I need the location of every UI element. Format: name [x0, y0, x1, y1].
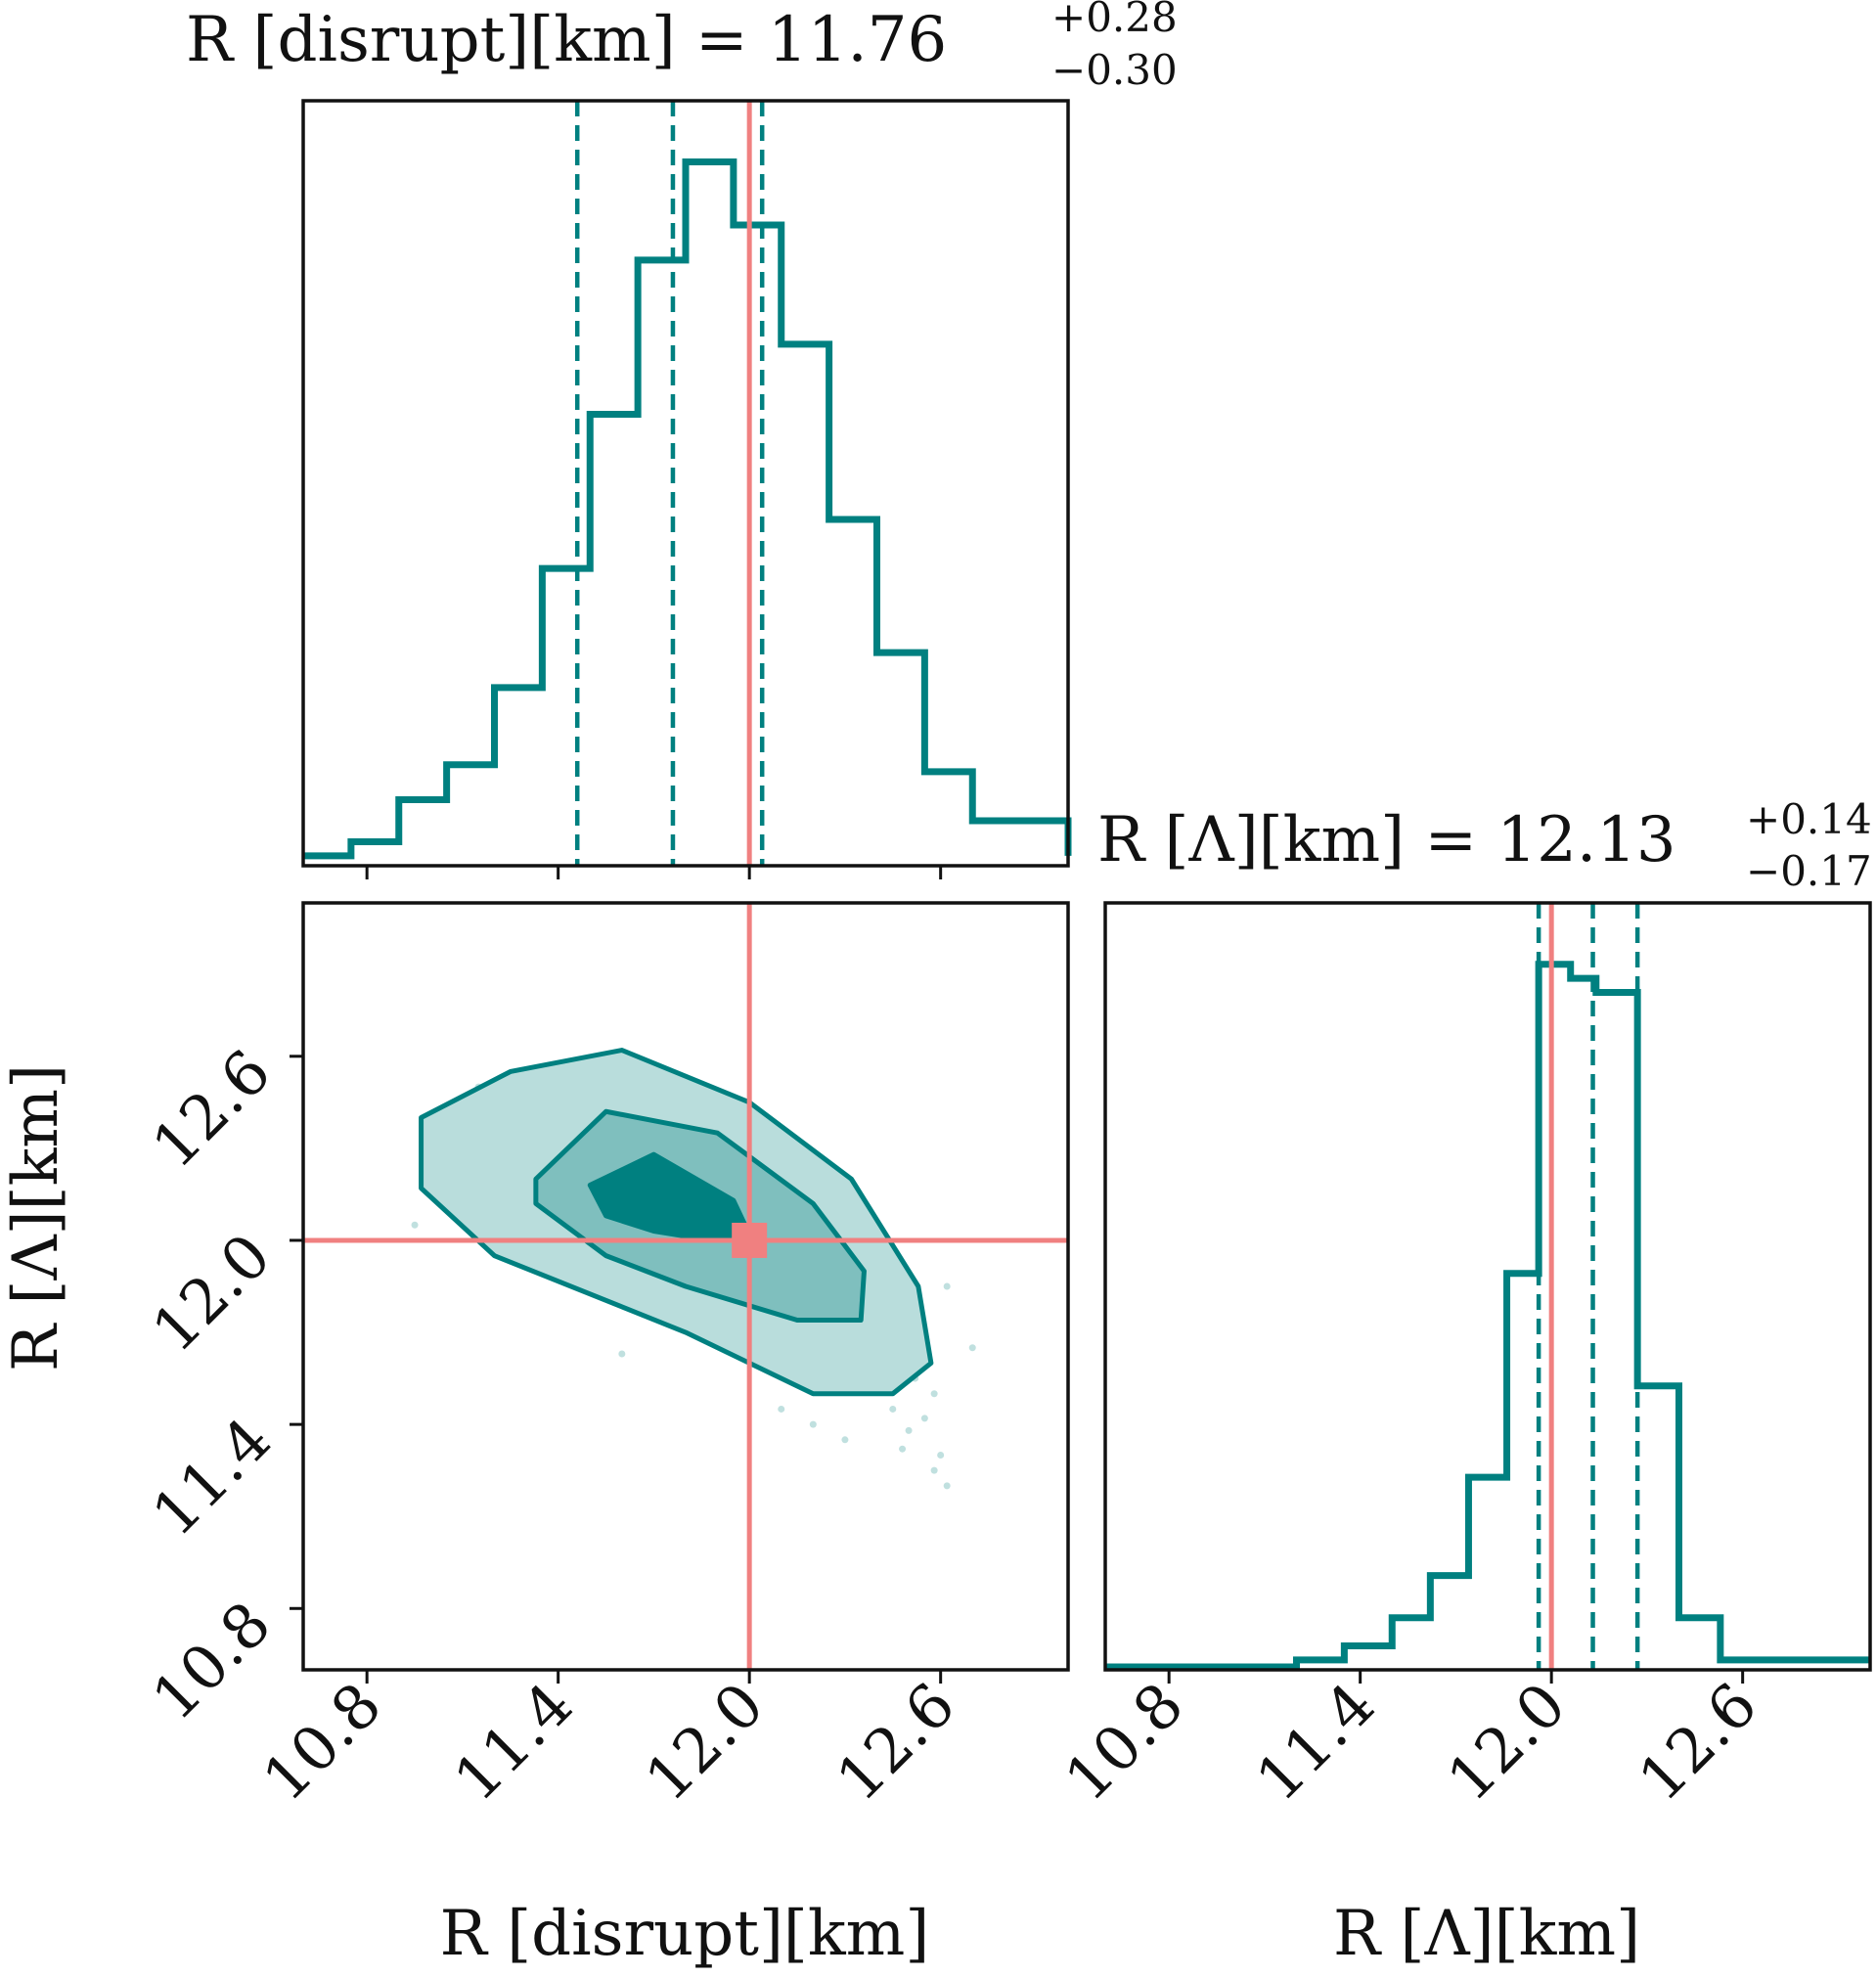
histogram-r-disrupt-bar: [447, 765, 495, 866]
histogram-r-lambda-bar: [1596, 992, 1637, 1670]
histogram-r-lambda-xtick-label: 11.4: [1242, 1669, 1388, 1815]
histogram-r-disrupt-bar: [924, 772, 972, 866]
contour-frame: [301, 901, 1070, 1672]
histogram-r-disrupt-bar: [351, 842, 399, 866]
x-axis-label-r-disrupt: R [disrupt][km]: [440, 1898, 930, 1970]
histogram-r-lambda-xtick-label: 10.8: [1051, 1669, 1197, 1815]
contour-sample-point: [968, 1344, 976, 1352]
histogram-r-disrupt-bar: [829, 519, 877, 866]
histogram-r-lambda-panel: 10.8 11.4 12.0 12.6: [1051, 901, 1872, 1815]
histogram-r-disrupt-bar: [972, 821, 1068, 866]
histogram-r-disrupt-bar: [590, 414, 638, 866]
histogram-r-disrupt-bar: [495, 688, 543, 866]
histogram-r-lambda-bar: [1344, 1645, 1392, 1670]
histogram-r-lambda-frame: [1103, 901, 1872, 1672]
histogram-r-disrupt-frame: [301, 99, 1070, 868]
histogram-r-disrupt-bar: [686, 162, 734, 866]
contour-sample-point: [920, 1415, 928, 1422]
histogram-r-lambda-title: R [Λ][km] = 12.13: [1097, 804, 1676, 876]
histogram-r-lambda-step-outline: [1105, 961, 1870, 1671]
histogram-r-lambda-bar: [1679, 1618, 1720, 1670]
histogram-r-disrupt-bar: [877, 652, 925, 866]
contour-ytick-label: 12.6: [138, 1036, 284, 1182]
contour-sample-point: [841, 1436, 849, 1444]
contour-sample-point: [618, 1350, 626, 1358]
contour-truth-marker: [732, 1222, 768, 1258]
contour-sample-point: [411, 1221, 419, 1229]
histogram-r-lambda-bar: [1468, 1477, 1506, 1670]
contour-sample-point: [930, 1466, 938, 1474]
histogram-r-disrupt-step-outline: [303, 158, 1072, 860]
contour-plot-area: [303, 903, 1068, 1670]
contour-xtick-label: 10.8: [249, 1669, 395, 1815]
histogram-r-disrupt-bar: [399, 800, 447, 866]
contour-panel: 10.8 11.4 12.0 12.6 10.8 11.4 12.0 12.6: [138, 901, 1070, 1815]
contour-sample-point: [943, 1482, 951, 1490]
contour-sample-point: [930, 1390, 938, 1398]
histogram-r-lambda-title-upper: +0.14: [1746, 795, 1872, 843]
contour-xtick-label: 12.6: [823, 1669, 968, 1815]
contour-level-inner: [587, 1151, 752, 1243]
contour-sample-point: [889, 1405, 897, 1413]
contour-sample-point: [937, 1451, 945, 1459]
contour-ytick-label: 10.8: [138, 1588, 284, 1733]
contour-sample-point: [899, 1445, 907, 1453]
x-axis-label-r-lambda: R [Λ][km]: [1333, 1898, 1640, 1970]
y-axis-label-r-lambda: R [Λ][km]: [0, 1064, 72, 1371]
contour-xtick-label: 12.0: [632, 1669, 778, 1815]
contour-sample-point: [943, 1282, 951, 1290]
histogram-r-disrupt-title: R [disrupt][km] = 11.76: [186, 4, 947, 76]
histogram-r-lambda-xtick-label: 12.6: [1625, 1669, 1770, 1815]
histogram-r-disrupt-bar: [734, 225, 782, 866]
histogram-r-lambda-bar: [1637, 1386, 1678, 1670]
contour-xtick-label: 11.4: [440, 1669, 586, 1815]
histogram-r-lambda-bar: [1507, 1274, 1540, 1670]
histogram-r-disrupt-title-upper: +0.28: [1051, 0, 1178, 41]
contour-sample-point: [905, 1426, 913, 1434]
histogram-r-lambda-title-lower: −0.17: [1746, 847, 1872, 895]
contour-sample-point: [809, 1420, 817, 1428]
histogram-r-disrupt-bar: [542, 568, 590, 866]
histogram-r-lambda-bar: [1539, 965, 1571, 1670]
histogram-r-lambda-bar: [1392, 1618, 1430, 1670]
contour-ytick-label: 11.4: [138, 1404, 284, 1550]
histogram-r-disrupt-panel: [301, 99, 1072, 879]
histogram-r-disrupt-title-lower: −0.30: [1051, 46, 1178, 94]
histogram-r-lambda-bar: [1430, 1576, 1468, 1670]
histogram-r-lambda-xtick-label: 12.0: [1434, 1669, 1580, 1815]
contour-ytick-label: 12.0: [138, 1220, 284, 1366]
histogram-r-disrupt-bar: [782, 344, 829, 866]
contour-sample-point: [778, 1405, 785, 1413]
histogram-r-disrupt-bar: [638, 260, 686, 866]
